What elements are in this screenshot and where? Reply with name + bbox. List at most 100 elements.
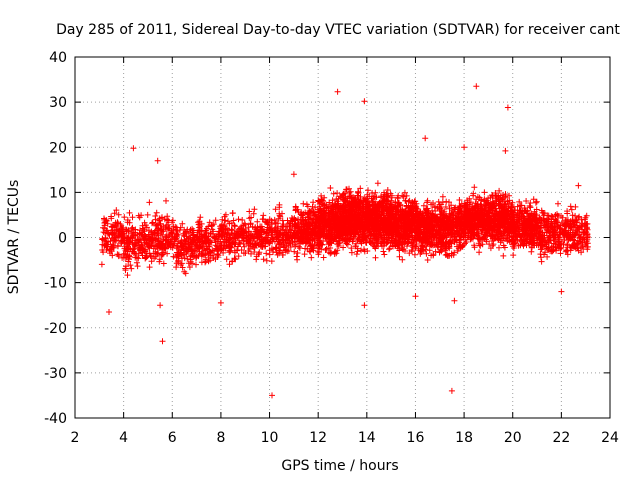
data-point <box>173 233 180 240</box>
data-point <box>203 233 210 239</box>
x-tick-label: 12 <box>309 430 327 446</box>
y-tick-label: 30 <box>49 95 67 111</box>
data-point <box>156 256 163 263</box>
data-point <box>101 237 108 244</box>
data-point <box>275 236 282 243</box>
x-tick-label: 6 <box>168 430 177 446</box>
data-point <box>227 243 234 250</box>
data-point <box>113 207 120 214</box>
data-point <box>282 232 289 239</box>
data-point <box>116 228 123 235</box>
data-point <box>128 230 135 237</box>
data-point <box>252 241 259 247</box>
data-point <box>411 251 418 258</box>
data-point <box>292 217 299 224</box>
data-point <box>424 197 431 204</box>
data-point <box>272 219 279 226</box>
data-point <box>247 221 254 228</box>
data-point <box>263 230 270 237</box>
data-point <box>174 242 181 249</box>
data-point <box>301 251 308 258</box>
data-point <box>287 237 293 244</box>
data-point <box>169 217 176 224</box>
data-point <box>258 238 265 245</box>
data-point <box>133 259 140 266</box>
data-point <box>125 227 132 234</box>
data-point <box>146 236 153 243</box>
data-point <box>276 247 283 254</box>
data-point <box>179 220 186 227</box>
data-point <box>139 225 146 232</box>
data-point <box>279 224 286 230</box>
data-point <box>129 214 136 221</box>
data-point <box>143 239 149 246</box>
x-tick-label: 16 <box>407 430 425 446</box>
data-point <box>221 213 228 220</box>
data-point <box>148 258 155 265</box>
data-point <box>104 227 111 234</box>
data-point <box>229 227 236 234</box>
data-point <box>108 215 115 222</box>
data-point <box>287 226 294 233</box>
data-point <box>100 224 107 231</box>
data-point <box>121 214 128 221</box>
data-point <box>190 231 197 238</box>
data-point <box>149 231 156 238</box>
data-point <box>108 246 115 253</box>
x-tick-label: 14 <box>358 430 376 446</box>
data-point <box>177 246 184 253</box>
data-point <box>105 230 112 237</box>
data-point <box>287 244 294 250</box>
data-point <box>306 221 313 228</box>
data-point <box>148 242 155 249</box>
data-point <box>500 252 507 259</box>
data-point <box>115 211 122 218</box>
data-point <box>239 217 246 223</box>
data-point <box>150 245 157 252</box>
data-point <box>173 254 180 261</box>
data-point <box>121 232 128 239</box>
x-tick-label: 20 <box>504 430 522 446</box>
data-point <box>304 236 311 243</box>
data-point <box>155 241 162 248</box>
data-point <box>304 230 311 237</box>
data-point <box>237 230 244 237</box>
data-point <box>137 247 144 253</box>
data-point <box>173 260 180 267</box>
data-point <box>212 217 219 224</box>
data-point <box>262 236 269 243</box>
data-point <box>307 237 314 244</box>
data-point <box>226 249 233 256</box>
data-point <box>231 222 238 229</box>
data-point <box>175 251 181 258</box>
data-point <box>124 272 131 279</box>
data-point <box>186 264 193 271</box>
data-point <box>118 225 125 232</box>
data-point <box>237 240 244 247</box>
data-point <box>111 234 118 241</box>
data-point <box>299 239 306 246</box>
data-point <box>231 235 238 242</box>
data-point <box>236 239 242 246</box>
data-point <box>254 218 261 225</box>
data-point <box>159 244 166 251</box>
data-point <box>263 250 270 257</box>
data-point <box>230 217 237 224</box>
data-point <box>353 251 360 258</box>
data-point <box>327 185 334 191</box>
data-point <box>153 251 160 257</box>
data-point <box>269 235 276 242</box>
data-point <box>160 260 167 267</box>
data-point <box>122 247 129 254</box>
data-point <box>159 251 165 258</box>
data-point <box>210 252 216 259</box>
data-point <box>185 246 192 253</box>
data-point <box>142 255 149 262</box>
data-point <box>135 236 142 242</box>
data-point <box>229 239 236 246</box>
data-point <box>295 243 302 250</box>
data-point <box>124 219 131 226</box>
data-point <box>146 264 153 271</box>
data-point <box>110 229 117 236</box>
data-point <box>386 246 392 253</box>
